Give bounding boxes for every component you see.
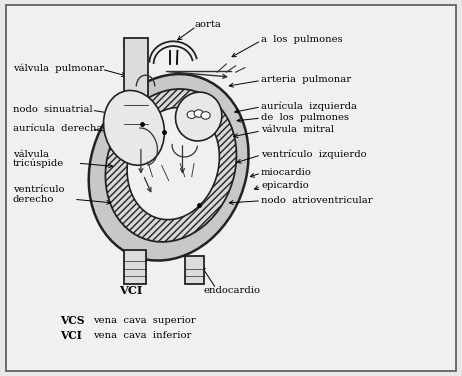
Text: nodo  sinuatrial: nodo sinuatrial <box>13 105 92 114</box>
Ellipse shape <box>127 108 219 220</box>
Text: VCS: VCS <box>60 315 85 326</box>
Text: válvula: válvula <box>13 150 49 159</box>
Text: miocardio: miocardio <box>261 168 312 177</box>
Ellipse shape <box>176 92 222 141</box>
Ellipse shape <box>103 91 164 165</box>
Text: vena  cava  inferior: vena cava inferior <box>93 331 192 340</box>
Text: nodo  atrioventricular: nodo atrioventricular <box>261 196 373 205</box>
Text: epicardio: epicardio <box>261 181 309 190</box>
Bar <box>124 250 146 284</box>
Text: arteria  pulmonar: arteria pulmonar <box>261 75 351 84</box>
Text: a  los  pulmones: a los pulmones <box>261 35 343 44</box>
Text: ventrículo: ventrículo <box>13 185 64 194</box>
Text: válvula  pulmonar: válvula pulmonar <box>13 64 104 73</box>
Bar <box>124 38 148 143</box>
Circle shape <box>201 112 210 119</box>
Ellipse shape <box>89 74 249 261</box>
Text: aurícula  izquierda: aurícula izquierda <box>261 101 357 111</box>
Text: aurícula  derecha: aurícula derecha <box>13 124 103 133</box>
Text: aorta: aorta <box>194 20 221 29</box>
Text: VCS: VCS <box>122 39 148 51</box>
Text: endocardio: endocardio <box>203 286 260 295</box>
Text: vena  cava  superior: vena cava superior <box>93 316 196 325</box>
Text: derecho: derecho <box>13 195 55 204</box>
Text: VCI: VCI <box>60 330 82 341</box>
Text: tricúspide: tricúspide <box>13 159 64 168</box>
Circle shape <box>187 111 196 118</box>
Text: ventrículo  izquierdo: ventrículo izquierdo <box>261 149 367 159</box>
Circle shape <box>194 110 203 117</box>
Text: de  los  pulmones: de los pulmones <box>261 113 349 122</box>
Text: VCI: VCI <box>119 285 142 296</box>
Bar <box>185 256 204 284</box>
Ellipse shape <box>105 89 237 242</box>
Text: válvula  mitral: válvula mitral <box>261 125 334 134</box>
